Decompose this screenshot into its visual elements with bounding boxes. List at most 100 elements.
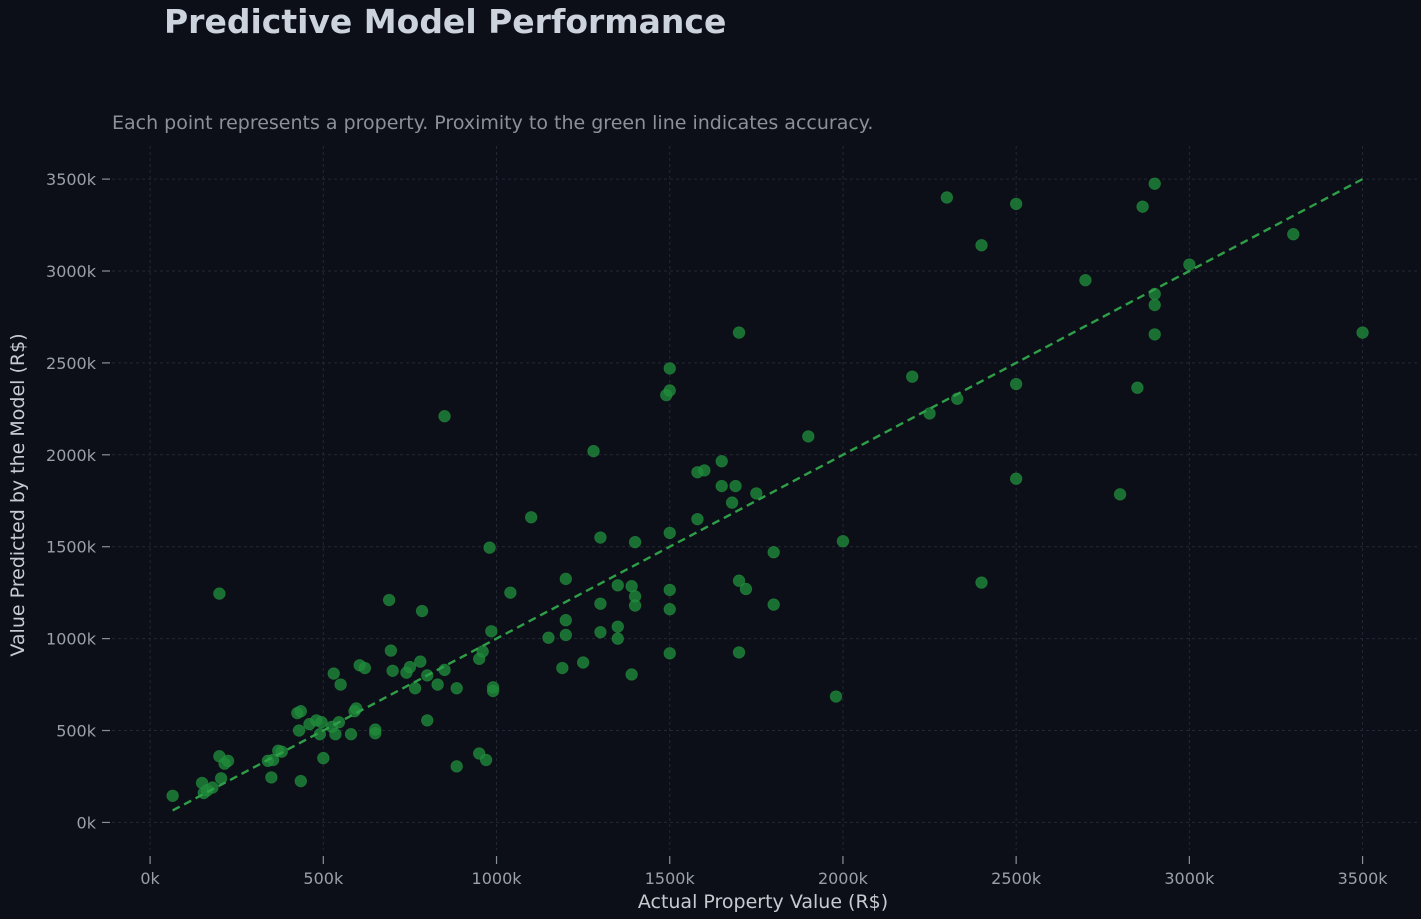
data-point xyxy=(628,599,642,612)
data-point xyxy=(344,727,358,741)
data-point xyxy=(576,656,590,669)
data-point xyxy=(663,526,676,540)
data-point xyxy=(386,664,399,677)
data-point xyxy=(732,574,746,587)
data-point xyxy=(315,716,328,729)
data-point xyxy=(1009,377,1023,391)
data-point xyxy=(559,572,573,586)
data-point xyxy=(524,511,538,524)
y-tick-label: 3500k xyxy=(46,170,97,189)
data-point xyxy=(729,479,742,493)
data-point xyxy=(611,579,624,592)
data-point xyxy=(906,370,919,383)
y-tick-label: 1500k xyxy=(46,538,97,557)
data-point xyxy=(327,667,340,680)
data-point xyxy=(292,724,306,737)
data-point xyxy=(1079,273,1092,287)
data-points xyxy=(166,177,1369,802)
data-point xyxy=(438,410,451,423)
data-point xyxy=(476,645,489,658)
data-point xyxy=(625,668,638,681)
data-point xyxy=(1136,200,1149,213)
x-tick-label: 3000k xyxy=(1164,869,1215,888)
data-point xyxy=(594,531,607,544)
data-point xyxy=(329,727,342,741)
data-point xyxy=(1009,472,1023,485)
chart-title: Predictive Model Performance xyxy=(164,2,727,41)
grid xyxy=(112,146,1418,850)
data-point xyxy=(483,541,496,554)
data-point xyxy=(829,690,843,703)
y-tick-label: 2500k xyxy=(46,354,97,373)
data-point xyxy=(431,678,444,691)
data-point xyxy=(750,487,763,500)
data-point xyxy=(403,660,417,674)
x-tick-label: 3500k xyxy=(1338,869,1389,888)
data-point xyxy=(334,678,347,691)
data-point xyxy=(611,632,624,645)
chart-subtitle: Each point represents a property. Proxim… xyxy=(112,112,874,134)
x-tick-label: 2500k xyxy=(991,869,1042,888)
data-point xyxy=(382,593,396,607)
data-point xyxy=(559,614,573,627)
data-point xyxy=(836,534,850,548)
data-point xyxy=(628,535,642,549)
data-point xyxy=(415,604,429,618)
data-point xyxy=(594,625,607,639)
data-point xyxy=(767,598,780,611)
data-point xyxy=(1148,328,1161,341)
x-tick-label: 1000k xyxy=(472,869,523,888)
data-point xyxy=(1356,326,1369,339)
x-tick-label: 1500k xyxy=(645,869,696,888)
data-point xyxy=(1148,298,1161,312)
data-point xyxy=(725,496,739,509)
data-point xyxy=(450,760,463,773)
data-point xyxy=(739,582,753,596)
data-point xyxy=(166,789,179,802)
data-point xyxy=(975,576,988,589)
y-axis-label: Value Predicted by the Model (R$) xyxy=(7,333,29,656)
data-point xyxy=(663,362,676,375)
reference-line-layer xyxy=(172,178,1364,812)
x-tick-label: 0k xyxy=(140,869,160,888)
data-point xyxy=(265,771,278,784)
data-point xyxy=(1183,258,1196,271)
data-point xyxy=(1287,228,1300,241)
x-tick-label: 2000k xyxy=(818,869,869,888)
data-point xyxy=(1148,177,1161,190)
data-point xyxy=(486,684,500,698)
data-point xyxy=(294,774,307,788)
data-point xyxy=(663,384,676,397)
data-point xyxy=(369,727,382,740)
data-point xyxy=(358,661,372,675)
data-point xyxy=(221,754,235,768)
data-point xyxy=(587,444,600,458)
data-point xyxy=(732,326,746,339)
data-point xyxy=(559,628,573,642)
data-point xyxy=(1009,197,1023,211)
data-point xyxy=(213,587,226,600)
data-point xyxy=(485,625,498,638)
y-tick-label: 2000k xyxy=(46,446,97,465)
data-point xyxy=(294,705,307,718)
data-point xyxy=(542,631,555,644)
x-axis-label: Actual Property Value (R$) xyxy=(638,891,888,913)
data-point xyxy=(698,464,711,477)
axis-ticks: 0k 500k 1000k 1500k 2000k 2500k 3000k 3500k 0k 50… xyxy=(46,170,1388,888)
data-point xyxy=(611,620,624,633)
data-point xyxy=(715,479,728,493)
data-point xyxy=(715,455,728,468)
data-point xyxy=(732,646,746,659)
data-point xyxy=(767,546,780,559)
data-point xyxy=(663,603,676,616)
data-point xyxy=(408,682,422,695)
data-point xyxy=(940,191,954,204)
data-point xyxy=(1113,488,1127,501)
data-point xyxy=(479,753,493,767)
y-tick-label: 1000k xyxy=(46,630,97,649)
data-point xyxy=(802,430,815,443)
data-point xyxy=(504,586,517,599)
data-point xyxy=(663,583,676,597)
data-point xyxy=(317,751,330,765)
